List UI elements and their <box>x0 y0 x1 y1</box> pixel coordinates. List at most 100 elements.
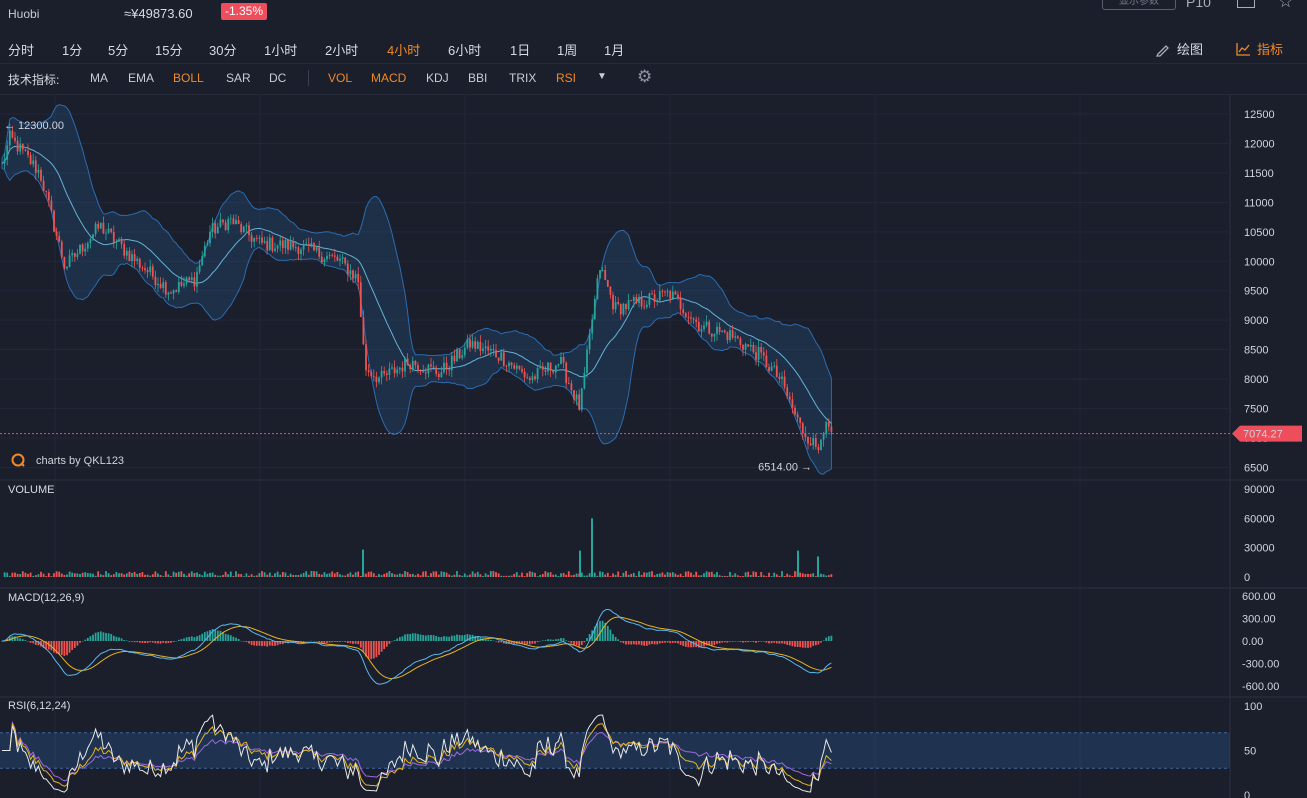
macd-hist-bar <box>45 641 48 649</box>
interval-5[interactable]: 1小时 <box>264 43 298 58</box>
volume-bar <box>710 571 713 577</box>
interval-2[interactable]: 5分 <box>108 43 129 58</box>
candle-body <box>214 223 217 234</box>
draw-button[interactable]: 绘图 <box>1155 39 1203 58</box>
volume-bar <box>560 573 562 577</box>
volume-bar <box>211 572 214 577</box>
indicator-rsi[interactable]: RSI <box>556 71 577 85</box>
macd-hist-bar <box>479 637 482 641</box>
candle-body <box>320 256 323 263</box>
macd-hist-bar <box>799 641 802 648</box>
layout-icon[interactable] <box>1237 0 1255 8</box>
indicator-bbi[interactable]: BBI <box>468 71 488 85</box>
macd-hist-bar <box>768 641 770 644</box>
exchange-name: Huobi <box>8 7 40 21</box>
interval-1[interactable]: 1分 <box>62 43 83 58</box>
macd-hist-bar <box>344 641 347 642</box>
candle-body <box>617 301 620 304</box>
volume-bar <box>232 576 235 577</box>
volume-bar <box>40 571 42 577</box>
candle-body <box>245 225 248 227</box>
volume-bar <box>653 575 656 577</box>
candle-body <box>687 317 690 318</box>
gear-icon[interactable]: ⚙ <box>637 67 653 86</box>
interval-8[interactable]: 6小时 <box>448 43 482 58</box>
price-tick-label: 11000 <box>1244 197 1274 209</box>
macd-hist-bar <box>131 641 133 642</box>
volume-bar <box>830 574 833 577</box>
interval-6[interactable]: 2小时 <box>325 43 359 58</box>
candle-body <box>666 291 669 293</box>
macd-hist-bar <box>172 641 175 643</box>
candle-body <box>164 282 167 295</box>
candle-body <box>287 239 289 250</box>
macd-hist-bar <box>331 641 334 643</box>
indicator-ema[interactable]: EMA <box>128 71 155 85</box>
indicator-dc[interactable]: DC <box>269 71 287 85</box>
macd-tick-label: 300.00 <box>1242 614 1276 626</box>
kline-chart[interactable]: 1250012000115001100010500100009500900085… <box>0 95 1307 798</box>
candle-body <box>411 360 414 370</box>
macd-hist-bar <box>89 636 92 641</box>
candle-body <box>809 443 812 446</box>
volume-bar <box>690 572 692 577</box>
interval-3[interactable]: 15分 <box>155 43 183 58</box>
options-button[interactable]: 显示参数 <box>1102 0 1176 10</box>
candle-body <box>279 240 282 246</box>
candle-body <box>794 407 796 415</box>
candle-body <box>242 226 245 233</box>
interval-7[interactable]: 4小时 <box>387 43 421 58</box>
chevron-down-icon[interactable]: ▼ <box>597 71 607 82</box>
candle-body <box>240 223 243 233</box>
macd-hist-bar <box>162 641 165 643</box>
volume-bar <box>37 574 40 577</box>
candle-body <box>222 219 224 223</box>
volume-bar <box>219 575 222 577</box>
candle-body <box>380 370 383 378</box>
volume-bar <box>391 573 393 577</box>
volume-bar <box>734 573 737 577</box>
volume-bar <box>557 575 560 577</box>
indicator-macd[interactable]: MACD <box>371 71 407 85</box>
interval-11[interactable]: 1月 <box>604 43 625 58</box>
candle-body <box>565 362 568 384</box>
volume-bar <box>14 572 16 577</box>
indicator-trix[interactable]: TRIX <box>509 71 537 85</box>
macd-hist-bar <box>365 641 367 657</box>
candle-body <box>112 232 115 243</box>
macd-hist-bar <box>760 641 763 642</box>
candle-body <box>508 362 510 367</box>
indicator-ma[interactable]: MA <box>90 71 108 85</box>
volume-bar <box>320 574 323 577</box>
top-bar: Huobi ≈¥49873.60 -1.35% 显示参数 P10 ☆ <box>0 0 1307 30</box>
macd-hist-bar <box>578 641 581 647</box>
macd-hist-bar <box>752 641 755 643</box>
interval-10[interactable]: 1周 <box>557 43 578 58</box>
interval-4[interactable]: 30分 <box>209 43 237 58</box>
interval-9[interactable]: 1日 <box>510 43 531 58</box>
volume-bar <box>372 573 375 577</box>
candle-body <box>94 223 97 235</box>
indicator-kdj[interactable]: KDJ <box>426 71 449 85</box>
volume-bar <box>294 574 297 577</box>
macd-hist-bar <box>770 641 773 644</box>
macd-hist-bar <box>588 634 591 641</box>
macd-hist-bar <box>820 641 822 643</box>
macd-hist-bar <box>614 636 617 641</box>
candle-body <box>141 267 144 269</box>
volume-bar <box>313 571 315 577</box>
star-icon[interactable]: ☆ <box>1278 0 1294 11</box>
volume-tick-label: 0 <box>1244 572 1250 584</box>
indicator-boll[interactable]: BOLL <box>173 71 204 85</box>
indicator-sar[interactable]: SAR <box>226 71 251 85</box>
indicator-button[interactable]: 指标 <box>1235 39 1283 58</box>
macd-hist-bar <box>419 634 422 641</box>
resolution-indicator[interactable]: P10 <box>1186 0 1211 10</box>
indicator-vol[interactable]: VOL <box>328 71 353 85</box>
macd-hist-bar <box>692 641 695 648</box>
volume-bar <box>736 575 739 577</box>
interval-0[interactable]: 分时 <box>8 43 35 58</box>
macd-hist-bar <box>409 634 412 641</box>
macd-dea-line <box>1 616 832 679</box>
candle-body <box>734 336 737 338</box>
